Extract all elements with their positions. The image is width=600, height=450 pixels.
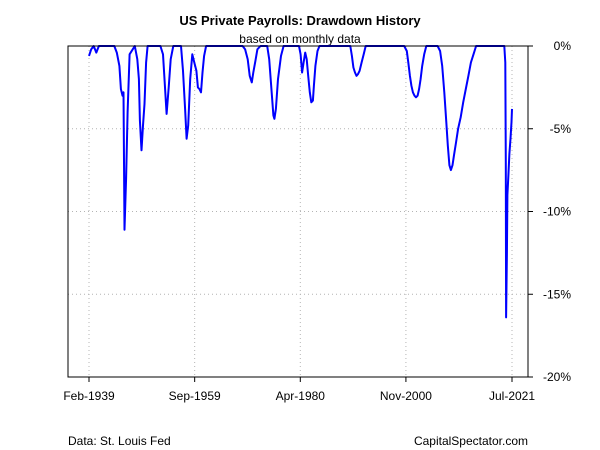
x-tick-label: Apr-1980 <box>276 389 326 403</box>
y-tick-label: -20% <box>543 370 571 384</box>
x-tick-label: Sep-1959 <box>169 389 221 403</box>
y-tick-label: -15% <box>543 287 571 301</box>
chart-subtitle: based on monthly data <box>239 32 361 46</box>
axes: Feb-1939 Sep-1959 Apr-1980 Nov-2000 Jul-2021… <box>63 39 571 403</box>
y-tick-label: -5% <box>550 122 572 136</box>
source-note: Data: St. Louis Fed <box>68 434 171 448</box>
y-tick-label: -10% <box>543 205 571 219</box>
chart-title: US Private Payrolls: Drawdown History <box>179 13 421 28</box>
gridlines <box>68 46 528 377</box>
x-tick-label: Nov-2000 <box>380 389 432 403</box>
x-tick-label: Jul-2021 <box>489 389 535 403</box>
brand-credit: CapitalSpectator.com <box>414 434 528 448</box>
y-tick-label: 0% <box>554 39 572 53</box>
x-tick-label: Feb-1939 <box>63 389 115 403</box>
